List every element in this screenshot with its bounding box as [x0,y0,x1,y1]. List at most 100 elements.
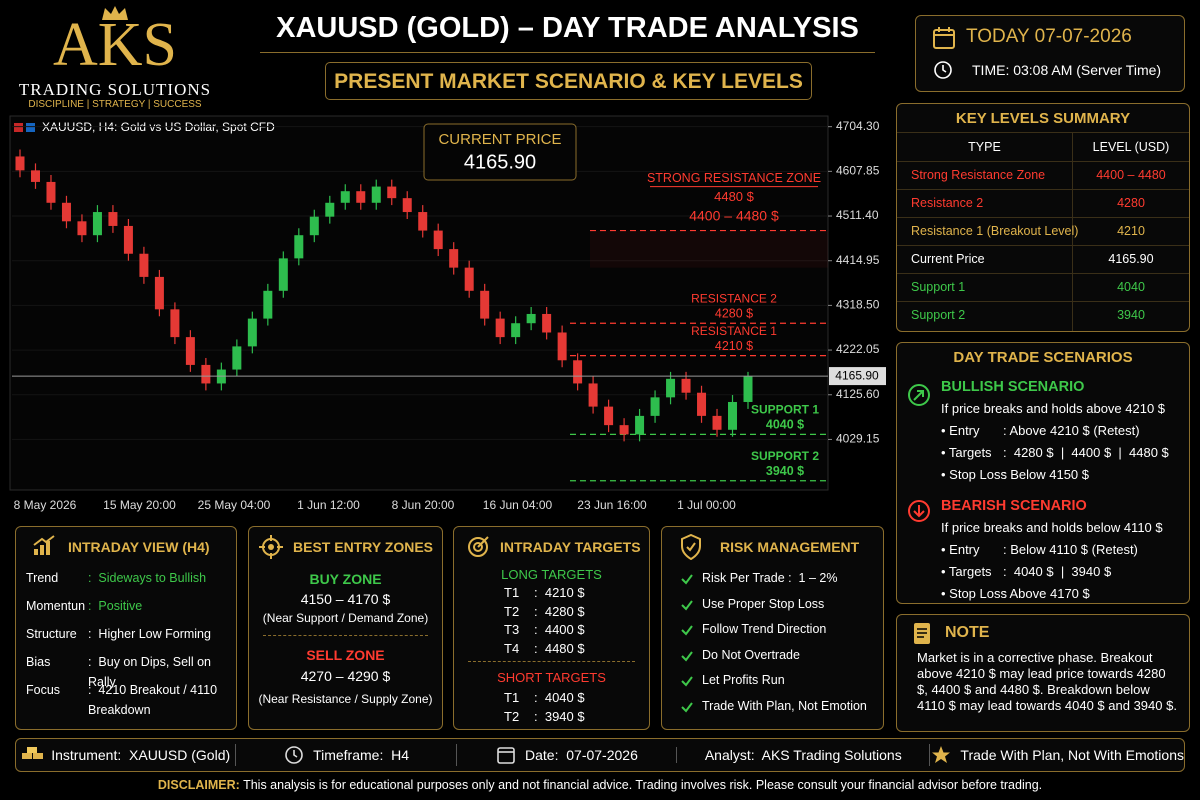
candle-body [666,378,676,398]
table-divider [1072,132,1073,331]
y-tick-label: 4704.30 [836,119,880,133]
footer-item: Date: 07-07-2026 [455,744,676,766]
target-key: T3 [504,622,520,637]
check-icon [681,701,693,713]
row-key: Momentun [26,599,86,613]
column-header: TYPE [968,140,1001,154]
path [681,534,701,560]
candle-body [247,318,257,347]
item-value: : Below 4110 $ (Retest) [1003,542,1138,557]
candle-body [139,253,149,277]
candle-body [495,318,505,338]
level-value: 4040 $ [766,418,804,432]
table-rule [897,132,1189,133]
target-key: T2 [504,708,520,724]
panel-title: INTRADAY TARGETS [500,539,641,555]
path [293,750,298,758]
footer-bar: Instrument: XAUUSD (Gold) Timeframe: H4 Da… [15,738,1185,772]
disclaimer-text: This analysis is for educational purpose… [243,778,1043,792]
candle-body [309,216,319,236]
item-value: : 4280 $ | 4400 $ | 4480 $ [1003,445,1169,460]
current-price-value: 4165.90 [464,151,536,173]
row-key: Focus [26,683,61,697]
circle [468,537,488,557]
candle-body [728,401,738,430]
check-icon [681,676,693,687]
footer-item: Analyst: AKS Trading Solutions [676,747,929,763]
path [932,746,951,763]
check-icon [681,599,693,611]
check [681,625,693,636]
footer-icon [285,746,303,764]
level-value: 4040 [1117,280,1145,294]
row-value: : 4210 Breakout / 4110 Breakdown [88,683,221,717]
target-key: T4 [504,640,520,656]
subtitle-box: PRESENT MARKET SCENARIO & KEY LEVELS [325,62,812,100]
level-name: RESISTANCE 2 [691,291,777,305]
check [681,599,693,611]
level-type: Resistance 2 [911,196,984,210]
calendar-icon [933,27,955,49]
short-title: SHORT TARGETS [497,670,606,685]
level-name: RESISTANCE 1 [691,324,777,338]
price-tag-label: 4165.90 [835,368,879,382]
entry-zones-panel: BEST ENTRY ZONES BUY ZONE 4150 – 4170 $ … [248,526,443,730]
item-key: • Targets [941,445,992,460]
footer-text: Timeframe: H4 [313,747,410,763]
level-name: STRONG RESISTANCE ZONE [647,171,821,185]
note-icon [914,623,930,644]
chart-icon [33,535,55,555]
circle [934,61,952,79]
check-icon [681,574,693,585]
risk-item: Let Profits Run [702,673,785,687]
target-value: : 4480 $ [534,640,585,656]
level-type: Strong Resistance Zone [911,168,1046,182]
level-type: Support 2 [911,308,966,322]
risk-item: Use Proper Stop Loss [702,596,825,611]
check [681,676,693,687]
candle-body [635,415,645,435]
brand: AKS [52,11,178,79]
row-value: : Buy on Dips, Sell on Rally [88,655,215,689]
candle-body [743,376,753,402]
scenarios-panel: DAY TRADE SCENARIOS BULLISH SCENARIO If … [896,342,1190,604]
panel-title: RISK MANAGEMENT [720,539,860,555]
level-type: Resistance 1 (Breakout Level) [911,224,1079,238]
item-key: • Entry [941,423,980,438]
candle-body [61,202,71,222]
rect [27,747,38,753]
candle-body [542,313,552,333]
sell-note: (Near Resistance / Supply Zone) [258,692,433,706]
check [681,574,693,585]
targets-panel: INTRADAY TARGETS LONG TARGETS SHORT TARG… [453,526,650,730]
footer-icon [22,747,44,759]
x-tick-label: 16 Jun 04:00 [483,498,553,512]
candle-body [340,191,350,203]
logo: AKS TRADING SOLUTIONS DISCIPLINE | STRAT… [0,0,230,110]
buy-note: (Near Support / Demand Zone) [262,611,429,625]
candle-body [604,406,614,426]
level-type: Support 1 [911,280,966,294]
row-value: : Positive [88,599,143,613]
shield-icon [681,534,701,560]
item-value: : Above 4210 $ (Retest) [1003,423,1140,438]
flag-icon [14,123,23,132]
item-value: : Above 4170 $ [1003,586,1090,601]
note-panel: NOTE Market is in a corrective phase. Br… [896,614,1190,732]
intraday-view-panel: INTRADAY VIEW (H4) Trend: Sideways to Bu… [15,526,237,730]
risk-item: Trade With Plan, Not Emotion [702,698,867,713]
level-name: SUPPORT 1 [751,403,819,417]
candle-body [15,156,25,171]
table-rule [897,245,1189,246]
buy-title: BUY ZONE [309,571,382,587]
footer-text: Instrument: XAUUSD (Gold) [51,747,231,763]
path [913,390,924,401]
risk-item: Risk Per Trade : 1 – 2% [702,571,838,585]
table-rule [897,273,1189,274]
footer-text: Trade With Plan, Not With Emotions [960,747,1184,763]
resistance-zone [590,230,828,268]
row-key: Bias [26,655,51,669]
risk-item: Follow Trend Direction [702,622,827,636]
footer-item: Instrument: XAUUSD (Gold) [16,744,235,766]
path [686,542,696,552]
